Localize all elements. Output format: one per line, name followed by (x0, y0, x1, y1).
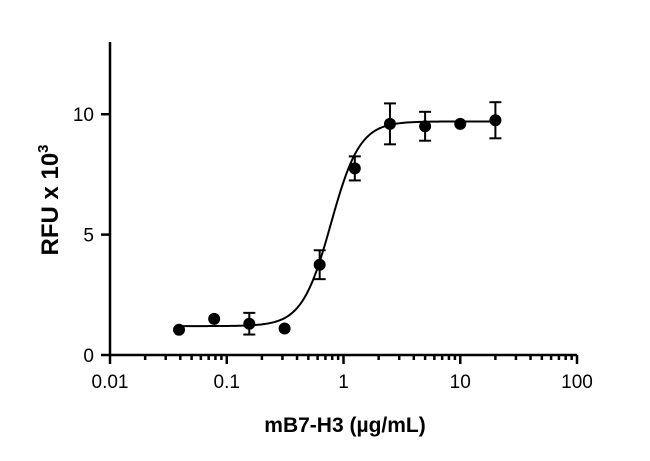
x-axis-label: mB7-H3 (µg/mL) (264, 414, 425, 437)
ticks: 0.01 0.1 1 10 100 0 5 10 (73, 105, 593, 393)
data-point (313, 258, 326, 271)
data-point (383, 117, 396, 130)
data-point (419, 120, 432, 133)
data-point (489, 114, 502, 127)
data-point (348, 162, 361, 175)
y-tick-label: 10 (73, 105, 94, 126)
fit-curve-layer (179, 120, 496, 328)
y-axis-label: RFU x 103 (35, 144, 64, 255)
data-points-layer (173, 101, 502, 336)
data-point (208, 312, 221, 325)
x-tick-label: 10 (450, 372, 471, 393)
x-tick-label: 1 (338, 372, 349, 393)
axes (108, 42, 577, 357)
fit-curve (179, 120, 496, 328)
y-tick-label: 5 (83, 226, 94, 247)
y-tick-label: 0 (83, 346, 94, 367)
y-axis-label-exponent: 3 (35, 144, 52, 152)
y-axis-label-base: RFU x 10 (37, 153, 64, 256)
x-tick-label: 0.1 (214, 372, 240, 393)
data-point (243, 317, 256, 330)
x-tick-label: 0.01 (92, 372, 129, 393)
data-point (173, 323, 186, 336)
data-point (278, 322, 291, 335)
x-tick-label: 100 (561, 372, 593, 393)
data-point (454, 117, 467, 130)
